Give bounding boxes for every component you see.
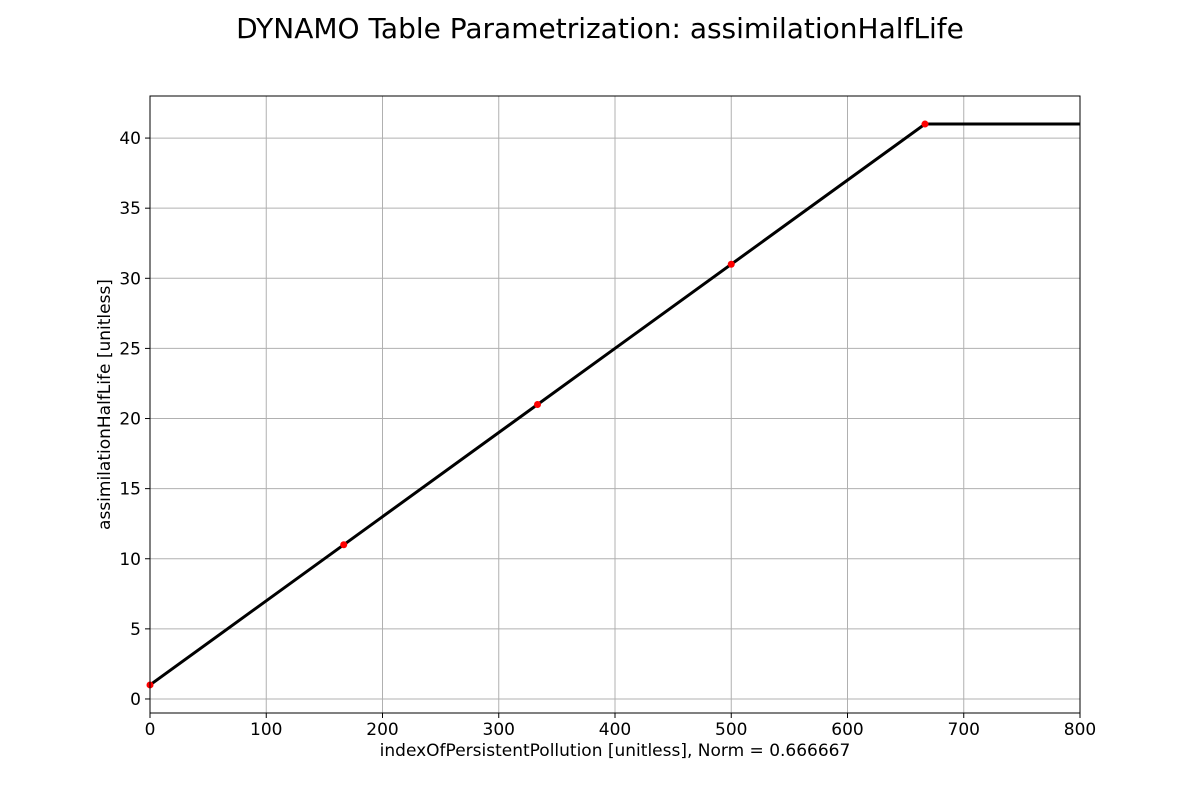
y-tick-label: 40 [119,129,141,149]
y-tick-label: 35 [119,199,141,219]
y-axis-label: assimilationHalfLife [unitless] [95,279,115,530]
data-point [727,260,735,268]
y-tick-label: 20 [119,410,141,430]
x-tick-label: 800 [1064,720,1096,740]
x-tick-label: 400 [599,720,631,740]
y-tick-label: 25 [119,339,141,359]
plot-series [146,120,1080,689]
y-tick-label: 5 [130,620,141,640]
data-point [340,541,348,549]
axis-ticks: 0 100 200 300 400 500 600 700 800 0 5 10 15 20 25 30 35 4… [119,129,1096,740]
x-tick-label: 500 [715,720,747,740]
y-tick-label: 15 [119,480,141,500]
x-axis-label: indexOfPersistentPollution [unitless], N… [380,741,851,761]
x-tick-label: 300 [483,720,515,740]
x-tick-label: 200 [366,720,398,740]
x-tick-label: 600 [831,720,863,740]
x-tick-label: 700 [948,720,980,740]
data-point [533,401,541,408]
data-point [921,120,929,128]
chart-title: DYNAMO Table Parametrization: assimilati… [236,12,964,45]
x-tick-label: 100 [250,720,282,740]
y-tick-label: 30 [119,269,141,289]
grid [149,96,1081,713]
y-tick-label: 10 [119,550,141,570]
x-tick-label: 0 [145,720,156,740]
y-tick-label: 0 [130,690,141,710]
